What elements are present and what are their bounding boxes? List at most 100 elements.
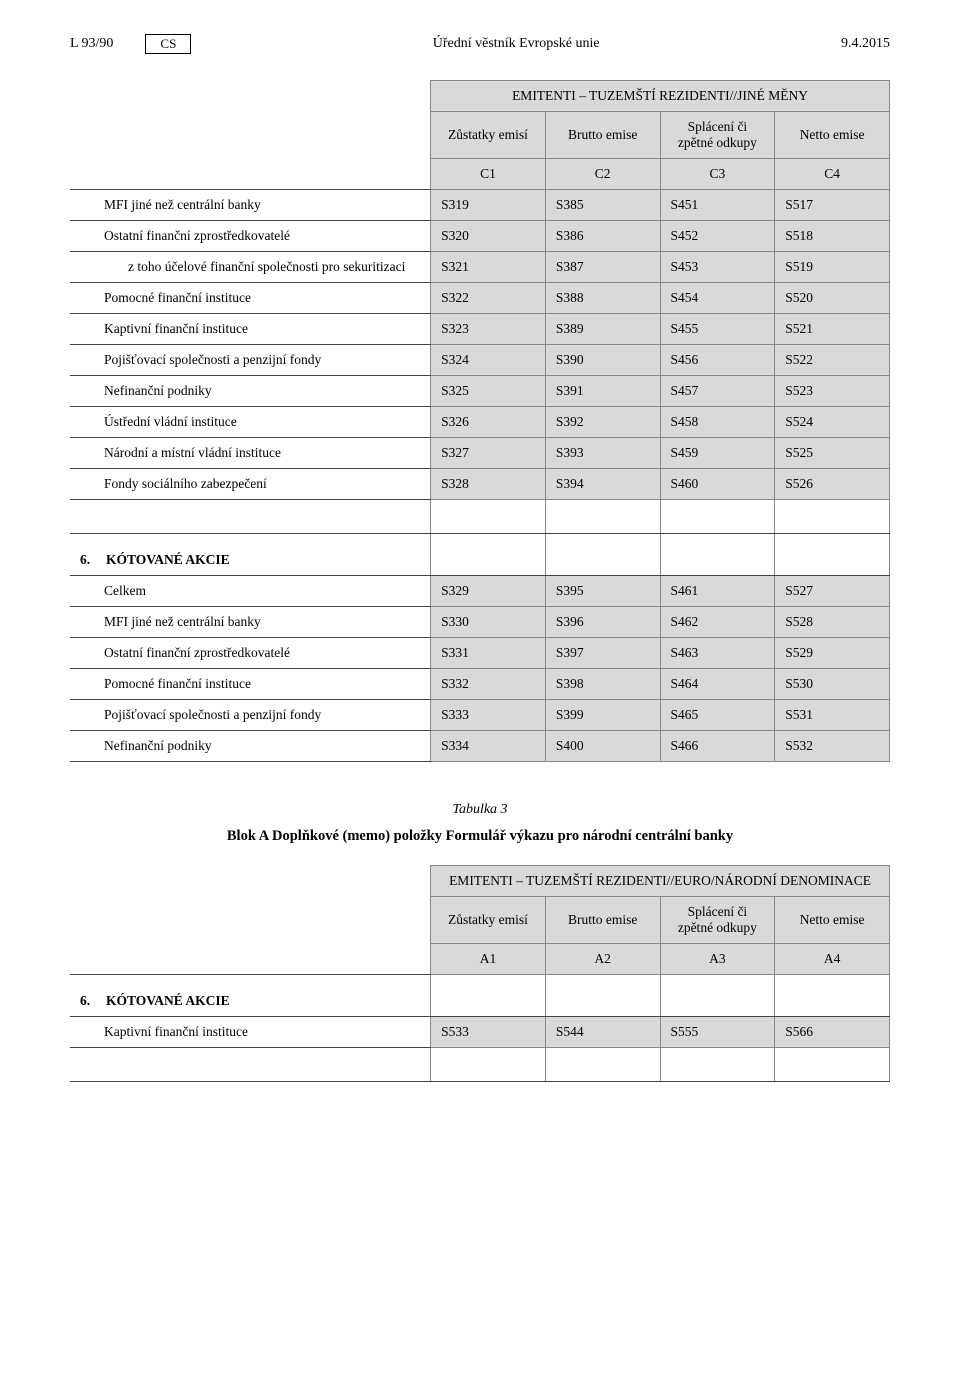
t1s6-cell: S529 [775,638,890,669]
t1-cell: S523 [775,376,890,407]
t1-cell: S519 [775,252,890,283]
t1-cell: S326 [431,407,546,438]
t1-cell: S520 [775,283,890,314]
row-label: Pomocné finanční instituce [70,669,431,700]
t1s6-cell: S329 [431,576,546,607]
table-row: z toho účelové finanční společnosti pro … [70,252,890,283]
t1s6-cell: S395 [545,576,660,607]
table-row: Pomocné finanční instituceS322S388S454S5… [70,283,890,314]
t1-cell: S328 [431,469,546,500]
table1-super-header: EMITENTI – TUZEMŠTÍ REZIDENTI//JINÉ MĚNY [431,81,890,112]
table-row: Nefinanční podnikyS334S400S466S532 [70,731,890,762]
t1-cell: S327 [431,438,546,469]
t3-cell: S533 [431,1017,546,1048]
table3-col-2: Splácení či zpětné odkupy [660,897,775,944]
t1s6-cell: S530 [775,669,890,700]
t1-cell: S387 [545,252,660,283]
t1-cell: S524 [775,407,890,438]
t1-cell: S518 [775,221,890,252]
t1-cell: S458 [660,407,775,438]
table-3: EMITENTI – TUZEMŠTÍ REZIDENTI//EURO/NÁRO… [70,865,890,1082]
header-date: 9.4.2015 [841,36,890,52]
table3-col-1: Brutto emise [545,897,660,944]
table-row: Nefinanční podnikyS325S391S457S523 [70,376,890,407]
t1-cell: S323 [431,314,546,345]
row-label: Ústřední vládní instituce [70,407,431,438]
t1-cell: S391 [545,376,660,407]
t1-cell: S394 [545,469,660,500]
table-row: CelkemS329S395S461S527 [70,576,890,607]
page-header: L 93/90 CS Úřední věstník Evropské unie … [70,34,890,54]
table3-title: Tabulka 3 [70,802,890,818]
t1s6-cell: S334 [431,731,546,762]
t1-cell: S456 [660,345,775,376]
t1-cell: S325 [431,376,546,407]
row-label: Ostatní finanční zprostředkovatelé [70,221,431,252]
table-row: Ostatní finanční zprostředkovateléS331S3… [70,638,890,669]
t1-cell: S321 [431,252,546,283]
row-label: Pojišťovací společnosti a penzijní fondy [70,700,431,731]
t1-cell: S452 [660,221,775,252]
t1s6-cell: S399 [545,700,660,731]
row-label: Ostatní finanční zprostředkovatelé [70,638,431,669]
t1-cell: S393 [545,438,660,469]
spacer-row [70,500,890,534]
journal-title: Úřední věstník Evropské unie [433,36,600,52]
table-row: Ústřední vládní instituceS326S392S458S52… [70,407,890,438]
table3-col-3: Netto emise [775,897,890,944]
row-label: z toho účelové finanční společnosti pro … [70,252,431,283]
table3-code-0: A1 [431,944,546,975]
table3-code-1: A2 [545,944,660,975]
t3-cell: S566 [775,1017,890,1048]
t1s6-cell: S400 [545,731,660,762]
t1-cell: S390 [545,345,660,376]
table1-code-3: C4 [775,159,890,190]
t1-cell: S322 [431,283,546,314]
t1-cell: S457 [660,376,775,407]
row-label: Kaptivní finanční instituce [70,314,431,345]
table3-subtitle: Blok A Doplňkové (memo) položky Formulář… [70,828,890,845]
t1s6-cell: S396 [545,607,660,638]
t1s6-cell: S528 [775,607,890,638]
row-label: Národní a místní vládní instituce [70,438,431,469]
t3-cell: S555 [660,1017,775,1048]
lang-box: CS [145,34,191,54]
t1s6-cell: S332 [431,669,546,700]
row-label: MFI jiné než centrální banky [70,607,431,638]
table3-col-0: Zůstatky emisí [431,897,546,944]
t1-cell: S392 [545,407,660,438]
table-row: Pomocné finanční instituceS332S398S464S5… [70,669,890,700]
t1-cell: S388 [545,283,660,314]
table-row: MFI jiné než centrální bankyS330S396S462… [70,607,890,638]
t1-cell: S522 [775,345,890,376]
table1-code-1: C2 [545,159,660,190]
t1-cell: S320 [431,221,546,252]
table-row: Fondy sociálního zabezpečeníS328S394S460… [70,469,890,500]
row-label: Nefinanční podniky [70,731,431,762]
table3-code-2: A3 [660,944,775,975]
table-row: Národní a místní vládní instituceS327S39… [70,438,890,469]
t1s6-cell: S465 [660,700,775,731]
table3-code-3: A4 [775,944,890,975]
t1-cell: S521 [775,314,890,345]
spacer-row [70,1048,890,1082]
row-label: Pomocné finanční instituce [70,283,431,314]
table-row: Kaptivní finanční instituceS323S389S455S… [70,314,890,345]
t1-cell: S324 [431,345,546,376]
table-main: EMITENTI – TUZEMŠTÍ REZIDENTI//JINÉ MĚNY… [70,80,890,762]
t1s6-cell: S397 [545,638,660,669]
t1s6-cell: S463 [660,638,775,669]
t1s6-cell: S331 [431,638,546,669]
table-row: Ostatní finanční zprostředkovateléS320S3… [70,221,890,252]
t1-cell: S454 [660,283,775,314]
t1-cell: S459 [660,438,775,469]
section-6-heading: 6.KÓTOVANÉ AKCIE [70,534,890,576]
table-row: Kaptivní finanční instituceS533S544S555S… [70,1017,890,1048]
t3-cell: S544 [545,1017,660,1048]
t1s6-cell: S461 [660,576,775,607]
t1-cell: S319 [431,190,546,221]
t1s6-cell: S398 [545,669,660,700]
row-label: Celkem [70,576,431,607]
t1-cell: S385 [545,190,660,221]
t1-cell: S389 [545,314,660,345]
